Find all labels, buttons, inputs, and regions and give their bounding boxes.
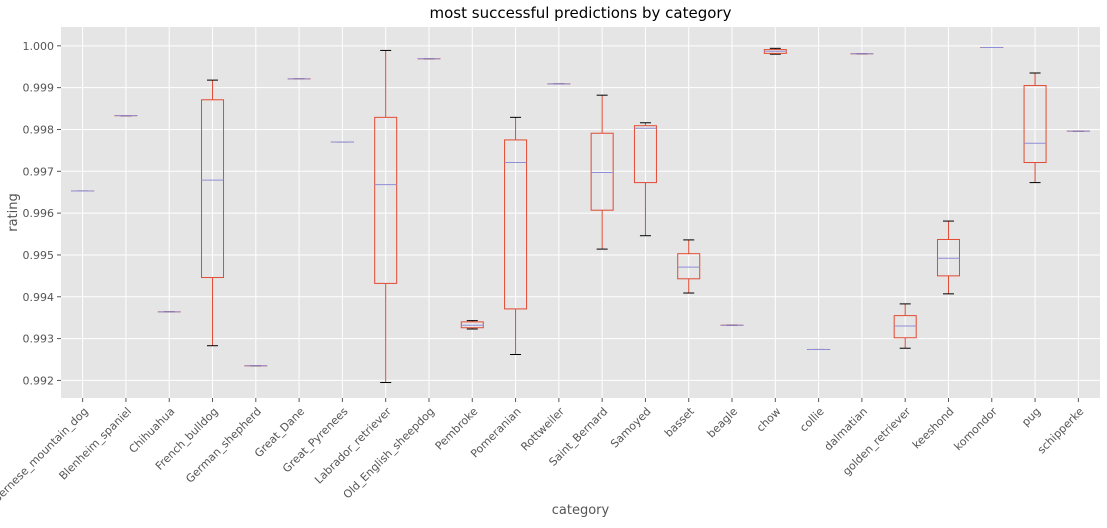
y-tick-label: 0.995 xyxy=(23,249,55,262)
y-tick-label: 0.994 xyxy=(23,291,55,304)
x-tick-label: basset xyxy=(662,404,697,439)
x-tick-label: Blenheim_spaniel xyxy=(57,405,135,483)
x-tick-label: komondor xyxy=(952,405,1001,454)
x-tick-label: collie xyxy=(797,405,827,435)
x-tick-label: German_shepherd xyxy=(183,405,264,486)
y-tick-label: 0.999 xyxy=(23,82,55,95)
plot-background xyxy=(61,27,1100,398)
y-ticks: 0.992 0.993 0.994 0.995 0.996 0.997 0.998 0.999… xyxy=(23,40,62,388)
x-tick-label: Samoyed xyxy=(608,405,654,451)
x-ticks: Bernese_mountain_dogBlenheim_spanielChih… xyxy=(0,398,1087,505)
chart-title: most successful predictions by category xyxy=(430,4,732,22)
x-tick-label: schipperke xyxy=(1035,405,1087,457)
box-Pembroke xyxy=(461,321,483,329)
x-tick-label: Labrador_retriever xyxy=(312,405,394,487)
y-axis-label: rating xyxy=(6,193,21,232)
x-axis-label: category xyxy=(552,503,610,518)
y-tick-label: 0.996 xyxy=(23,207,55,220)
x-tick-label: pug xyxy=(1019,405,1043,429)
box-chow xyxy=(764,48,786,54)
x-tick-label: beagle xyxy=(705,405,741,441)
y-tick-label: 0.997 xyxy=(23,165,55,178)
y-tick-label: 0.993 xyxy=(23,333,55,346)
x-tick-label: Old_English_sheepdog xyxy=(341,405,437,501)
x-tick-label: keeshond xyxy=(910,405,957,452)
x-tick-label: chow xyxy=(754,405,784,435)
y-tick-label: 0.998 xyxy=(23,123,55,136)
y-tick-label: 0.992 xyxy=(23,374,55,387)
y-tick-label: 1.000 xyxy=(23,40,55,53)
